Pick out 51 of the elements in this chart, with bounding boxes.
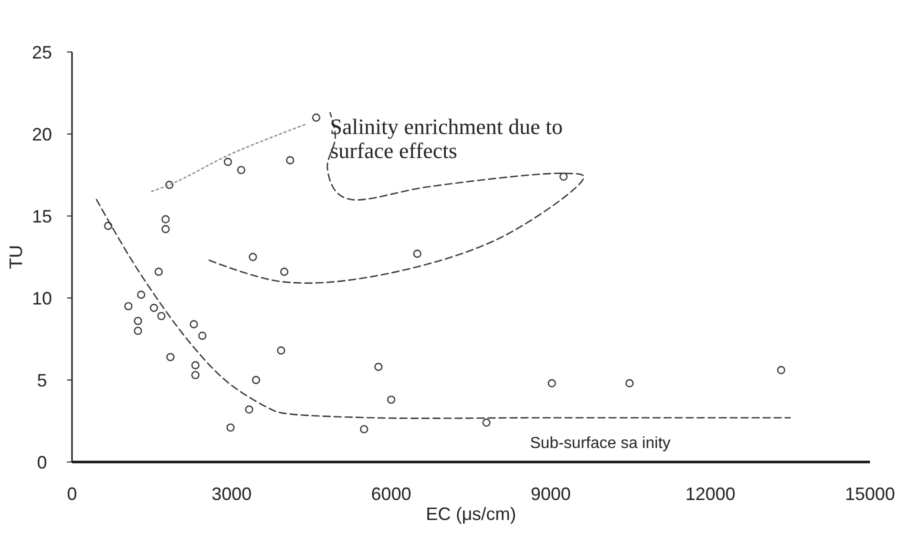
point bbox=[482, 418, 491, 427]
y-tick-label: 10 bbox=[32, 288, 52, 308]
point bbox=[245, 405, 254, 414]
point bbox=[104, 222, 112, 230]
point bbox=[252, 376, 260, 384]
x-tick-label: 3000 bbox=[212, 484, 252, 504]
annotation: Sub-surface sa inity bbox=[530, 435, 671, 452]
point bbox=[777, 366, 786, 374]
point bbox=[312, 114, 320, 122]
point bbox=[157, 312, 166, 320]
y-tick-label: 0 bbox=[36, 452, 48, 472]
y-tick-label: 20 bbox=[32, 124, 52, 144]
point bbox=[286, 156, 294, 164]
x-tick-label: 12000 bbox=[685, 484, 736, 504]
point bbox=[191, 370, 200, 380]
point bbox=[360, 425, 368, 434]
point bbox=[237, 166, 246, 174]
x-tick-label: 15000 bbox=[844, 484, 896, 504]
point bbox=[137, 290, 146, 299]
annotation: Salinity enrichment due to surface effects bbox=[330, 114, 563, 163]
y-axis-title: TU bbox=[6, 245, 26, 269]
point bbox=[413, 250, 422, 258]
point bbox=[548, 379, 556, 388]
point bbox=[134, 326, 142, 335]
point bbox=[374, 362, 383, 371]
point bbox=[625, 379, 634, 388]
x-axis-title: EC (μs/cm) bbox=[426, 504, 516, 524]
point bbox=[276, 346, 286, 355]
point bbox=[134, 316, 142, 326]
point bbox=[226, 423, 235, 432]
point bbox=[162, 225, 170, 234]
point bbox=[280, 268, 288, 276]
y-tick-label: 25 bbox=[32, 42, 52, 62]
point bbox=[248, 252, 257, 262]
point bbox=[162, 215, 170, 224]
point bbox=[166, 352, 175, 362]
x-tick-label: 0 bbox=[66, 484, 78, 504]
point bbox=[198, 332, 206, 340]
y-tick-label: 15 bbox=[32, 206, 52, 226]
point bbox=[150, 304, 158, 312]
point bbox=[387, 396, 396, 404]
point bbox=[224, 158, 232, 166]
point bbox=[124, 302, 132, 310]
line-series bbox=[151, 124, 307, 192]
y-tick-label: 5 bbox=[36, 370, 48, 390]
x-tick-label: 9000 bbox=[530, 484, 571, 504]
point bbox=[190, 320, 198, 328]
point bbox=[559, 172, 568, 181]
point bbox=[154, 268, 163, 276]
x-tick-label: 6000 bbox=[371, 484, 412, 504]
point bbox=[191, 361, 200, 370]
